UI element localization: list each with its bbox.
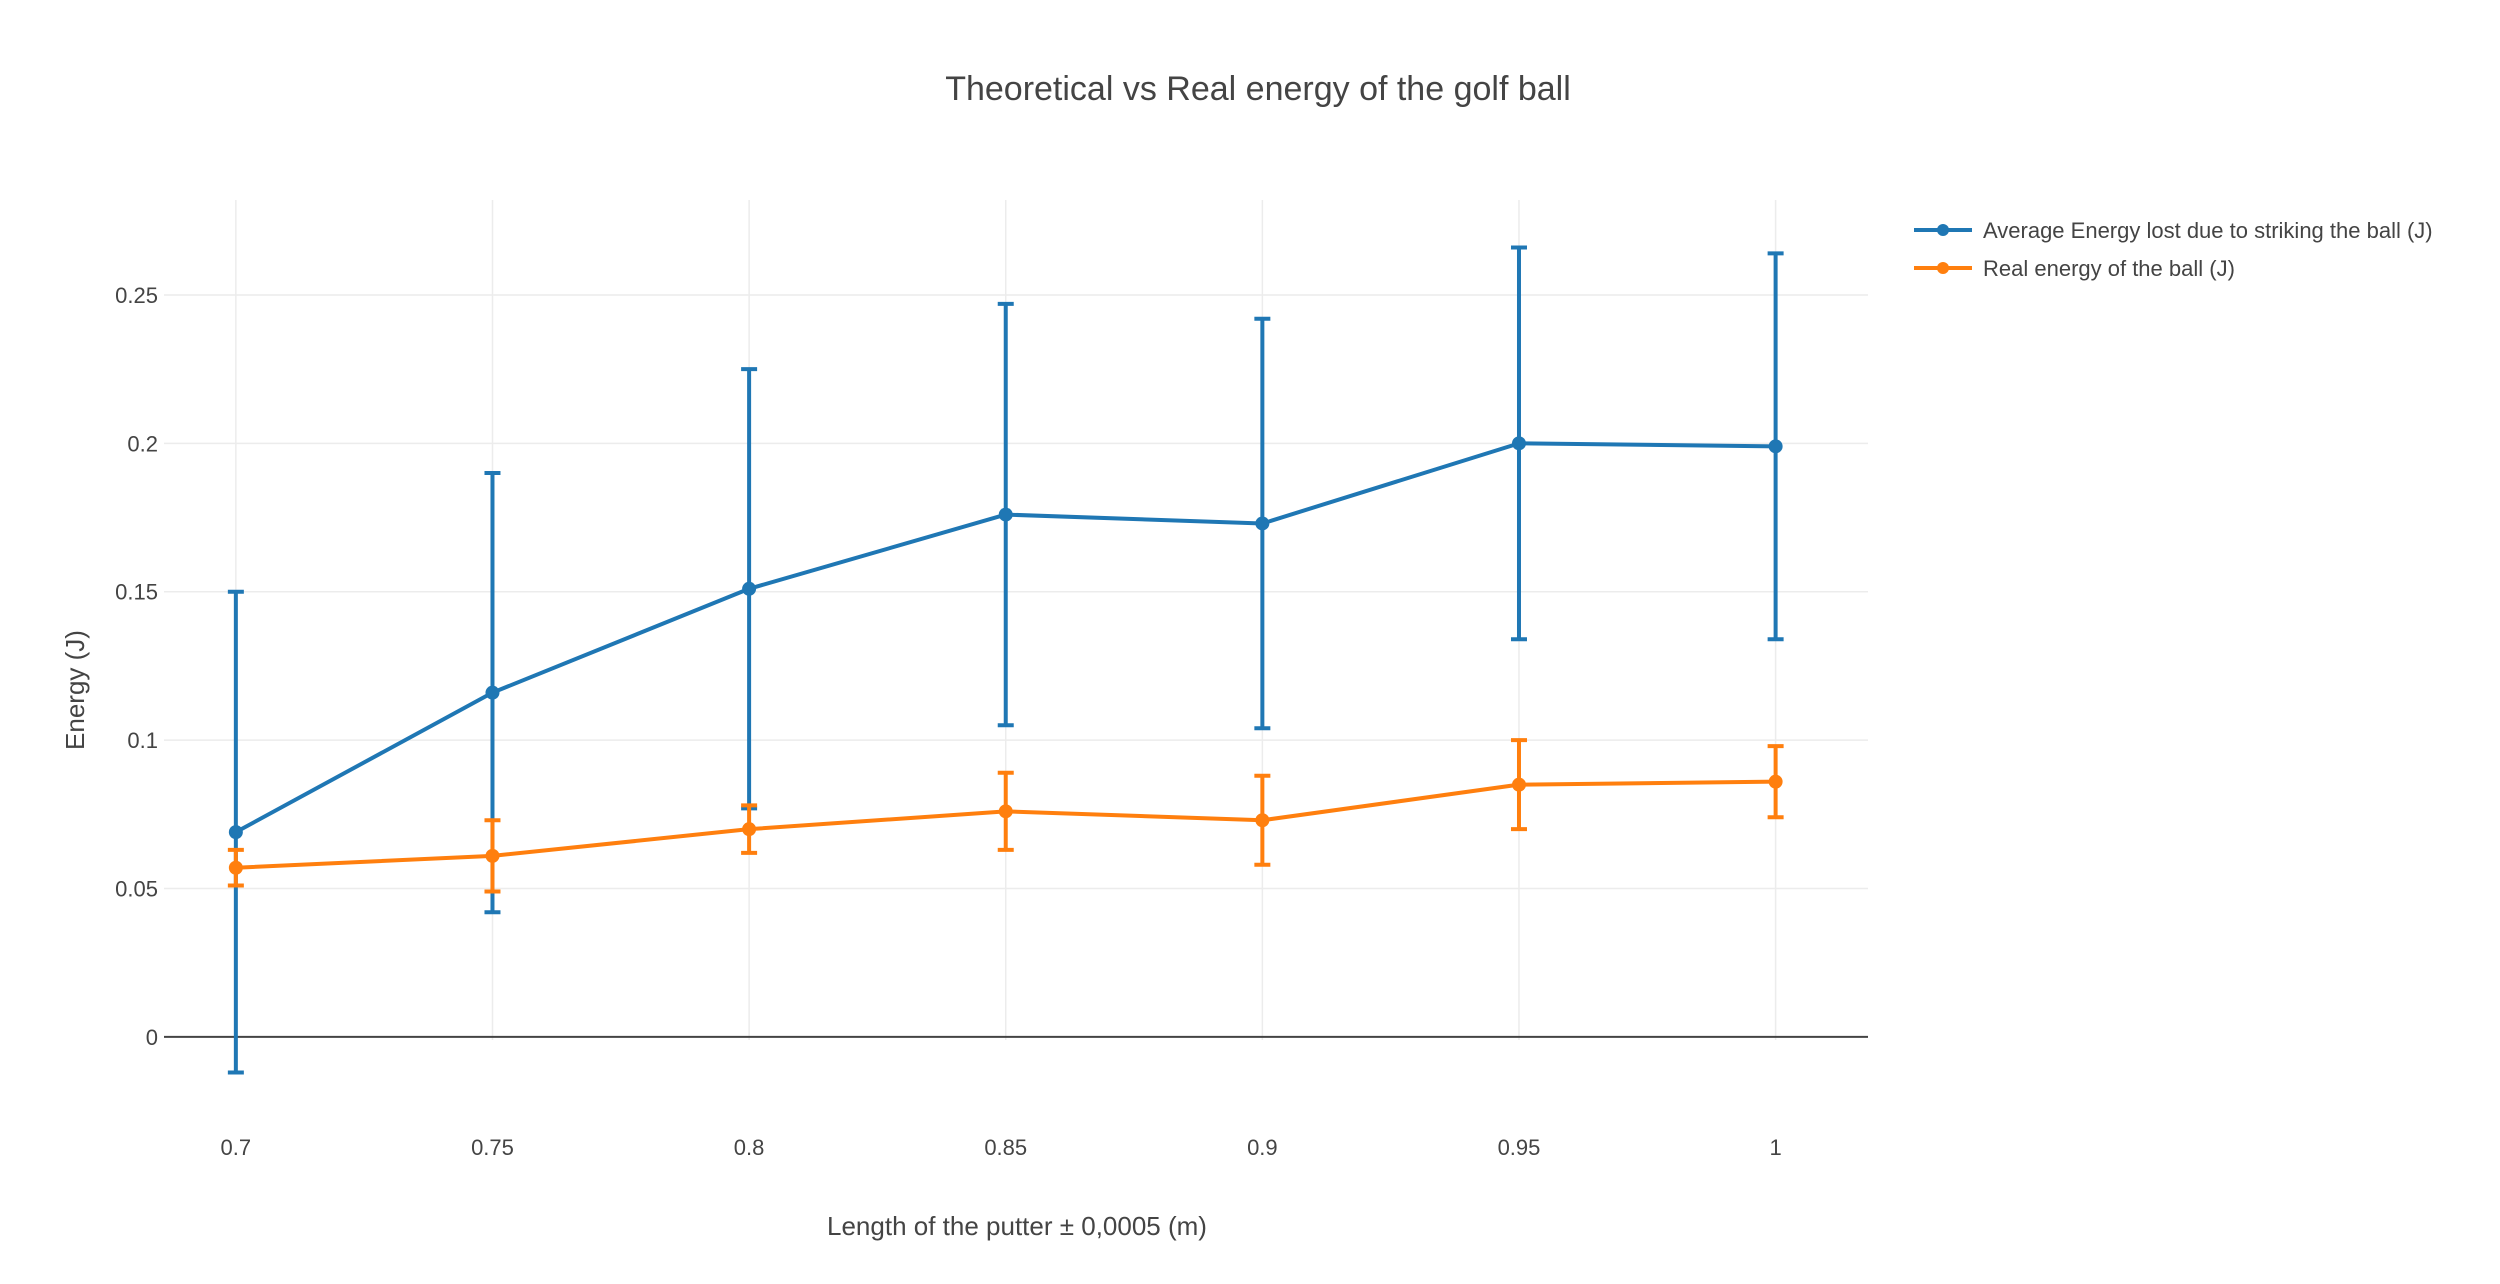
legend[interactable]: Average Energy lost due to striking the … (1914, 218, 2433, 281)
data-point[interactable] (1768, 774, 1783, 789)
x-axis-ticks: 0.7 0.75 0.8 0.85 0.9 0.95 1 (221, 1135, 1782, 1160)
data-point[interactable] (1768, 439, 1783, 454)
chart-title: Theoretical vs Real energy of the golf b… (945, 70, 1571, 108)
legend-swatch-marker (1937, 262, 1949, 274)
legend-label: Real energy of the ball (J) (1983, 256, 2235, 281)
y-axis-title: Energy (J) (60, 630, 90, 750)
data-point[interactable] (485, 685, 500, 700)
x-tick-label: 0.75 (471, 1135, 514, 1160)
data-point[interactable] (228, 825, 243, 840)
data-point[interactable] (742, 581, 757, 596)
x-tick-label: 0.7 (221, 1135, 252, 1160)
legend-label: Average Energy lost due to striking the … (1983, 218, 2433, 243)
data-point[interactable] (1255, 516, 1270, 531)
series-2 (227, 738, 1784, 894)
data-point[interactable] (998, 804, 1013, 819)
data-point[interactable] (228, 860, 243, 875)
y-tick-label: 0.2 (127, 431, 158, 456)
x-axis-title: Length of the putter ± 0,0005 (m) (827, 1211, 1207, 1241)
x-tick-label: 0.8 (734, 1135, 765, 1160)
data-point[interactable] (1511, 436, 1526, 451)
data-point[interactable] (485, 848, 500, 863)
legend-item[interactable]: Real energy of the ball (J) (1914, 256, 2235, 281)
x-tick-label: 1 (1769, 1135, 1781, 1160)
x-tick-label: 0.85 (984, 1135, 1027, 1160)
series-1 (227, 245, 1784, 1075)
series-layer (227, 245, 1784, 1075)
y-tick-label: 0.05 (115, 877, 158, 902)
y-tick-label: 0.1 (127, 728, 158, 753)
y-tick-label: 0.25 (115, 283, 158, 308)
y-tick-label: 0.15 (115, 580, 158, 605)
y-axis-ticks: 0 0.05 0.1 0.15 0.2 0.25 (115, 283, 158, 1050)
data-point[interactable] (998, 507, 1013, 522)
data-point[interactable] (1255, 813, 1270, 828)
legend-item[interactable]: Average Energy lost due to striking the … (1914, 218, 2433, 243)
legend-swatch-marker (1937, 224, 1949, 236)
grid (164, 200, 1868, 1040)
x-tick-label: 0.95 (1498, 1135, 1541, 1160)
data-point[interactable] (742, 822, 757, 837)
x-tick-label: 0.9 (1247, 1135, 1278, 1160)
y-tick-label: 0 (146, 1025, 158, 1050)
data-point[interactable] (1511, 777, 1526, 792)
